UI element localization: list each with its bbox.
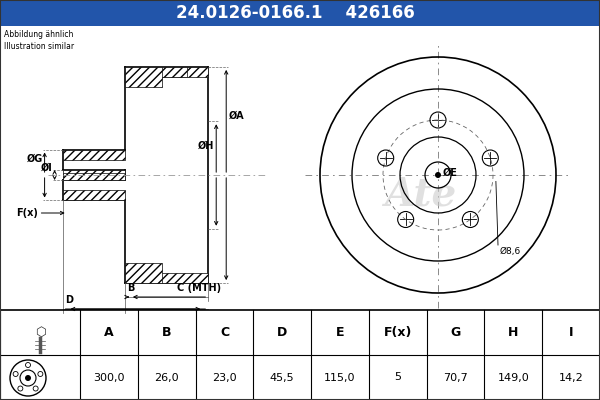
Bar bbox=[62, 170, 125, 177]
Text: ØA: ØA bbox=[229, 111, 245, 121]
Bar bbox=[125, 67, 163, 87]
Text: C (MTH): C (MTH) bbox=[176, 283, 221, 293]
Bar bbox=[125, 67, 208, 77]
Text: A: A bbox=[104, 326, 114, 339]
Circle shape bbox=[435, 172, 441, 178]
Text: B: B bbox=[127, 283, 134, 293]
Text: 45,5: 45,5 bbox=[270, 372, 295, 382]
Bar bbox=[62, 150, 125, 160]
Bar bbox=[125, 263, 163, 283]
Circle shape bbox=[25, 375, 31, 381]
Bar bbox=[125, 67, 187, 77]
Bar bbox=[0, 26, 600, 310]
Text: ØG: ØG bbox=[26, 153, 43, 163]
Text: B: B bbox=[162, 326, 172, 339]
Text: G: G bbox=[451, 326, 461, 339]
Bar bbox=[0, 310, 600, 400]
Text: 300,0: 300,0 bbox=[93, 372, 125, 382]
Text: 5: 5 bbox=[394, 372, 401, 382]
Text: D: D bbox=[65, 295, 74, 305]
Text: F(x): F(x) bbox=[16, 208, 38, 218]
Text: ⬡: ⬡ bbox=[35, 326, 46, 338]
Text: 24.0126-0166.1    426166: 24.0126-0166.1 426166 bbox=[176, 4, 415, 22]
Bar bbox=[62, 190, 125, 200]
Text: 149,0: 149,0 bbox=[497, 372, 529, 382]
Circle shape bbox=[315, 52, 561, 298]
Text: I: I bbox=[569, 326, 574, 339]
Text: 70,7: 70,7 bbox=[443, 372, 468, 382]
Bar bbox=[125, 273, 208, 283]
Text: E: E bbox=[336, 326, 344, 339]
Text: Ate: Ate bbox=[384, 176, 456, 214]
Text: ØH: ØH bbox=[198, 140, 214, 150]
Text: C: C bbox=[220, 326, 229, 339]
Text: 115,0: 115,0 bbox=[324, 372, 356, 382]
Text: ØI: ØI bbox=[41, 162, 53, 172]
Bar bbox=[62, 173, 125, 180]
Bar bbox=[0, 0, 600, 26]
Text: D: D bbox=[277, 326, 287, 339]
Text: H: H bbox=[508, 326, 518, 339]
Text: Abbildung ähnlich
Illustration similar: Abbildung ähnlich Illustration similar bbox=[4, 30, 74, 51]
Text: ØE: ØE bbox=[443, 168, 458, 178]
Text: 23,0: 23,0 bbox=[212, 372, 237, 382]
Text: 26,0: 26,0 bbox=[154, 372, 179, 382]
Text: F(x): F(x) bbox=[383, 326, 412, 339]
Text: 14,2: 14,2 bbox=[559, 372, 583, 382]
Text: Ø8,6: Ø8,6 bbox=[500, 247, 521, 256]
